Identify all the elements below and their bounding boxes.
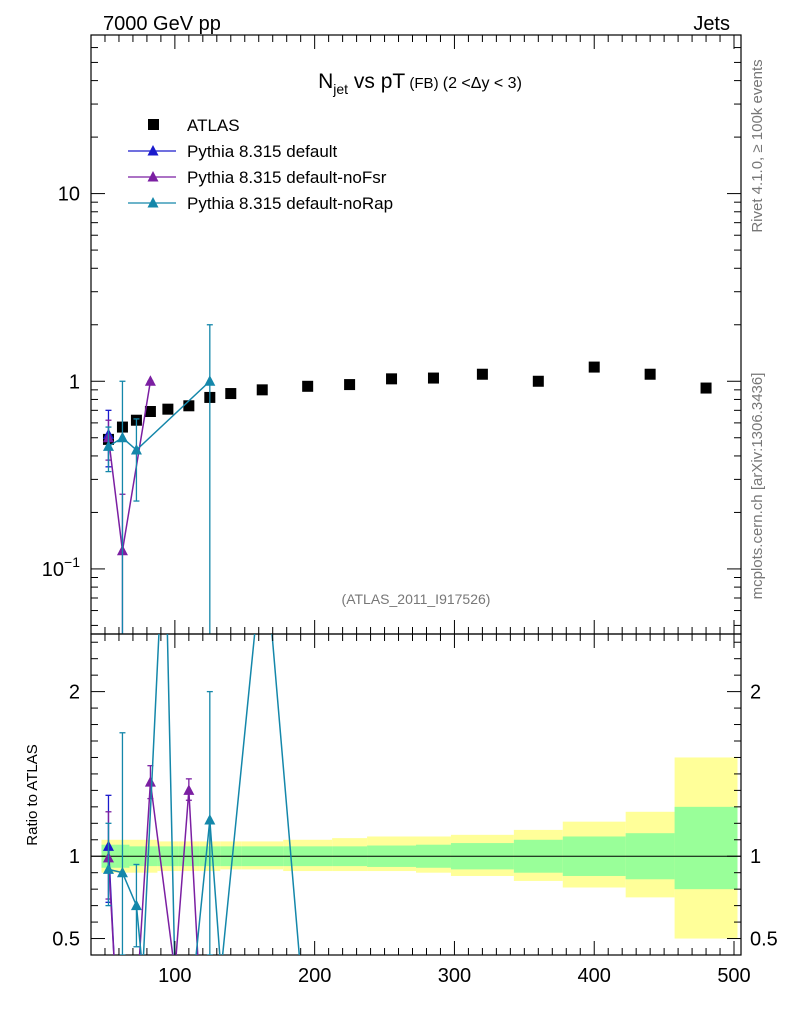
series-pythia-8-315-default-norap bbox=[102, 324, 216, 634]
atlas-point bbox=[588, 361, 600, 373]
ratio-line bbox=[108, 634, 301, 955]
ratio-panel bbox=[90, 633, 742, 956]
header-right-label: Jets bbox=[693, 13, 730, 35]
mcplots-label: mcplots.cern.ch [arXiv:1306.3436] bbox=[749, 373, 766, 600]
main-data bbox=[102, 324, 712, 634]
mc-point bbox=[130, 444, 142, 455]
legend-marker bbox=[147, 145, 159, 156]
axis-ticks bbox=[91, 34, 741, 956]
series-line bbox=[108, 380, 211, 452]
atlas-point bbox=[644, 368, 656, 380]
legend-marker bbox=[148, 119, 159, 130]
atlas-point bbox=[225, 388, 237, 400]
series-line bbox=[107, 381, 152, 551]
ratio-band-inner bbox=[674, 806, 738, 890]
legend-label: ATLAS bbox=[187, 116, 240, 135]
legend-entry: Pythia 8.315 default-noFsr bbox=[128, 168, 387, 187]
mc-point bbox=[204, 375, 216, 386]
atlas-point bbox=[532, 375, 544, 387]
legend-label: Pythia 8.315 default bbox=[187, 142, 338, 161]
atlas-point bbox=[144, 405, 156, 417]
atlas-point bbox=[183, 400, 195, 412]
atlas-point bbox=[344, 379, 356, 391]
legend-entry: Pythia 8.315 default bbox=[128, 142, 338, 161]
ratio-tick-label-left: 2 bbox=[69, 682, 80, 704]
ratio-series-pythia-8-315-default bbox=[102, 794, 115, 955]
atlas-point bbox=[302, 380, 314, 392]
x-tick-label: 200 bbox=[298, 965, 331, 987]
y-tick-label: 10−1 bbox=[42, 554, 80, 581]
x-tick-label: 400 bbox=[578, 965, 611, 987]
x-tick-label: 100 bbox=[158, 965, 191, 987]
atlas-point bbox=[162, 403, 174, 415]
ratio-point bbox=[102, 863, 114, 874]
ratio-point bbox=[204, 814, 216, 825]
series-atlas bbox=[102, 361, 712, 445]
ratio-uncertainty-bands bbox=[101, 757, 738, 939]
ratio-tick-label-left: 0.5 bbox=[52, 929, 80, 951]
ratio-point bbox=[144, 776, 156, 787]
y-tick-label: 1 bbox=[69, 371, 80, 393]
ratio-axis-label: Ratio to ATLAS bbox=[24, 744, 41, 845]
y-tick-label: 10 bbox=[58, 184, 80, 206]
ratio-point bbox=[130, 899, 142, 911]
legend: ATLAS Pythia 8.315 default Pythia 8.315 de… bbox=[128, 116, 393, 213]
legend-label: Pythia 8.315 default-noRap bbox=[187, 194, 393, 213]
mc-point bbox=[144, 375, 156, 386]
ratio-data bbox=[102, 634, 301, 955]
legend-marker bbox=[147, 171, 159, 182]
atlas-point bbox=[700, 382, 712, 394]
atlas-point bbox=[476, 368, 488, 380]
ratio-tick-label-left: 1 bbox=[69, 846, 80, 868]
ratio-point bbox=[183, 784, 195, 795]
atlas-point bbox=[427, 372, 439, 384]
x-tick-label: 300 bbox=[438, 965, 471, 987]
plot-title: Njet vs pT (FB) (2 <Δy < 3) bbox=[318, 70, 522, 97]
mc-point bbox=[102, 440, 114, 451]
ratio-tick-label-right: 2 bbox=[750, 682, 761, 704]
ratio-tick-label-right: 0.5 bbox=[750, 929, 778, 951]
legend-label: Pythia 8.315 default-noFsr bbox=[187, 168, 387, 187]
rivet-version-label: Rivet 4.1.0, ≥ 100k events bbox=[749, 59, 766, 232]
ratio-tick-label-right: 1 bbox=[750, 846, 761, 868]
ratio-point bbox=[116, 866, 128, 878]
analysis-tag: (ATLAS_2011_I917526) bbox=[342, 591, 491, 607]
ratio-frame-border bbox=[90, 633, 742, 956]
atlas-point bbox=[256, 384, 268, 396]
legend-marker bbox=[147, 197, 159, 208]
header-left-label: 7000 GeV pp bbox=[103, 13, 221, 35]
mc-point bbox=[116, 431, 128, 443]
legend-entry: ATLAS bbox=[148, 116, 240, 135]
ratio-series-pythia-8-315-default-norap bbox=[102, 634, 301, 955]
series-pythia-8-315-default-nofsr bbox=[102, 375, 156, 634]
x-tick-label: 500 bbox=[717, 965, 750, 987]
atlas-point bbox=[386, 373, 398, 385]
legend-entry: Pythia 8.315 default-noRap bbox=[128, 194, 393, 213]
